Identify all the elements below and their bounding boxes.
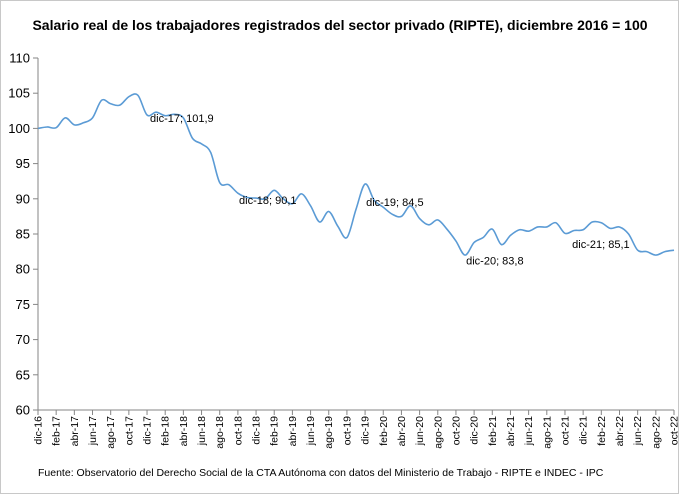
x-tick-label: feb-19: [269, 416, 281, 446]
series-line: [37, 93, 675, 256]
source-note: Fuente: Observatorio del Derecho Social …: [38, 467, 604, 479]
data-label: dic-20; 83,8: [466, 255, 523, 267]
y-tick-label: 90: [16, 191, 30, 206]
y-tick-label: 60: [16, 403, 30, 418]
y-tick-label: 85: [16, 227, 30, 242]
x-tick-label: abr-18: [178, 416, 190, 447]
x-tick-label: feb-18: [160, 416, 172, 446]
x-tick-label: dic-18: [251, 416, 263, 445]
x-tick-label: abr-21: [505, 416, 517, 447]
data-label: dic-17; 101,9: [150, 113, 214, 125]
x-tick-label: jun-22: [632, 416, 644, 446]
x-tick-label: jun-17: [87, 416, 99, 446]
y-tick-label: 75: [16, 297, 30, 312]
x-tick-label: oct-22: [669, 416, 679, 445]
x-tick-label: ago-17: [105, 416, 117, 449]
x-tick-label: feb-17: [51, 416, 63, 446]
x-tick-label: ago-22: [650, 416, 662, 449]
x-tick-label: dic-20: [469, 416, 481, 445]
chart-title: Salario real de los trabajadores registr…: [32, 17, 647, 33]
annotations: dic-17; 101,9 dic-18; 90,1 dic-19; 84,5 dic…: [150, 1, 678, 267]
x-tick-label: dic-16: [33, 416, 45, 445]
x-tick-label: abr-22: [614, 416, 626, 447]
x-tick-label: dic-17: [142, 416, 154, 445]
x-tick-label: ago-20: [432, 416, 444, 449]
x-tick-label: jun-19: [305, 416, 317, 446]
y-tick-label: 110: [9, 51, 30, 66]
x-tick-label: abr-20: [396, 416, 408, 447]
y-tick-label: 65: [16, 367, 30, 382]
x-tick-label: jun-21: [523, 416, 535, 446]
x-tick-label: ago-19: [323, 416, 335, 449]
y-tick-label: 70: [16, 332, 30, 347]
x-tick-label: abr-17: [69, 416, 81, 447]
x-tick-label: feb-20: [378, 416, 390, 446]
x-tick-label: dic-19: [360, 416, 372, 445]
x-tick-label: ago-21: [541, 416, 553, 449]
x-tick-label: oct-21: [559, 416, 571, 445]
y-tick-label: 80: [16, 262, 30, 277]
x-tick-label: feb-21: [487, 416, 499, 446]
data-label: dic-18; 90,1: [239, 195, 296, 207]
x-tick-label: dic-21: [578, 416, 590, 445]
x-tick-label: oct-18: [232, 416, 244, 445]
x-tick-label: oct-19: [341, 416, 353, 445]
x-tick-label: oct-17: [123, 416, 135, 445]
x-tick-label: jun-20: [414, 416, 426, 446]
x-axis: dic-16 feb-17 abr-17 jun-17 ago-17 oct-17 dic-…: [33, 409, 679, 449]
x-tick-label: ago-18: [214, 416, 226, 449]
x-tick-label: oct-20: [450, 416, 462, 445]
data-label: dic-19; 84,5: [366, 197, 423, 209]
x-tick-label: abr-19: [287, 416, 299, 447]
x-tick-label: jun-18: [196, 416, 208, 446]
y-tick-label: 105: [8, 86, 30, 101]
data-label: dic-21; 85,1: [572, 239, 629, 251]
y-tick-label: 100: [8, 121, 30, 136]
y-axis: 60 65 70 75 80 85 90 95 100 105 110: [8, 51, 39, 418]
x-tick-label: feb-22: [596, 416, 608, 446]
series-group: [37, 93, 675, 256]
y-tick-label: 95: [16, 156, 30, 171]
data-label: dic-22; 82,7: [674, 1, 678, 4]
